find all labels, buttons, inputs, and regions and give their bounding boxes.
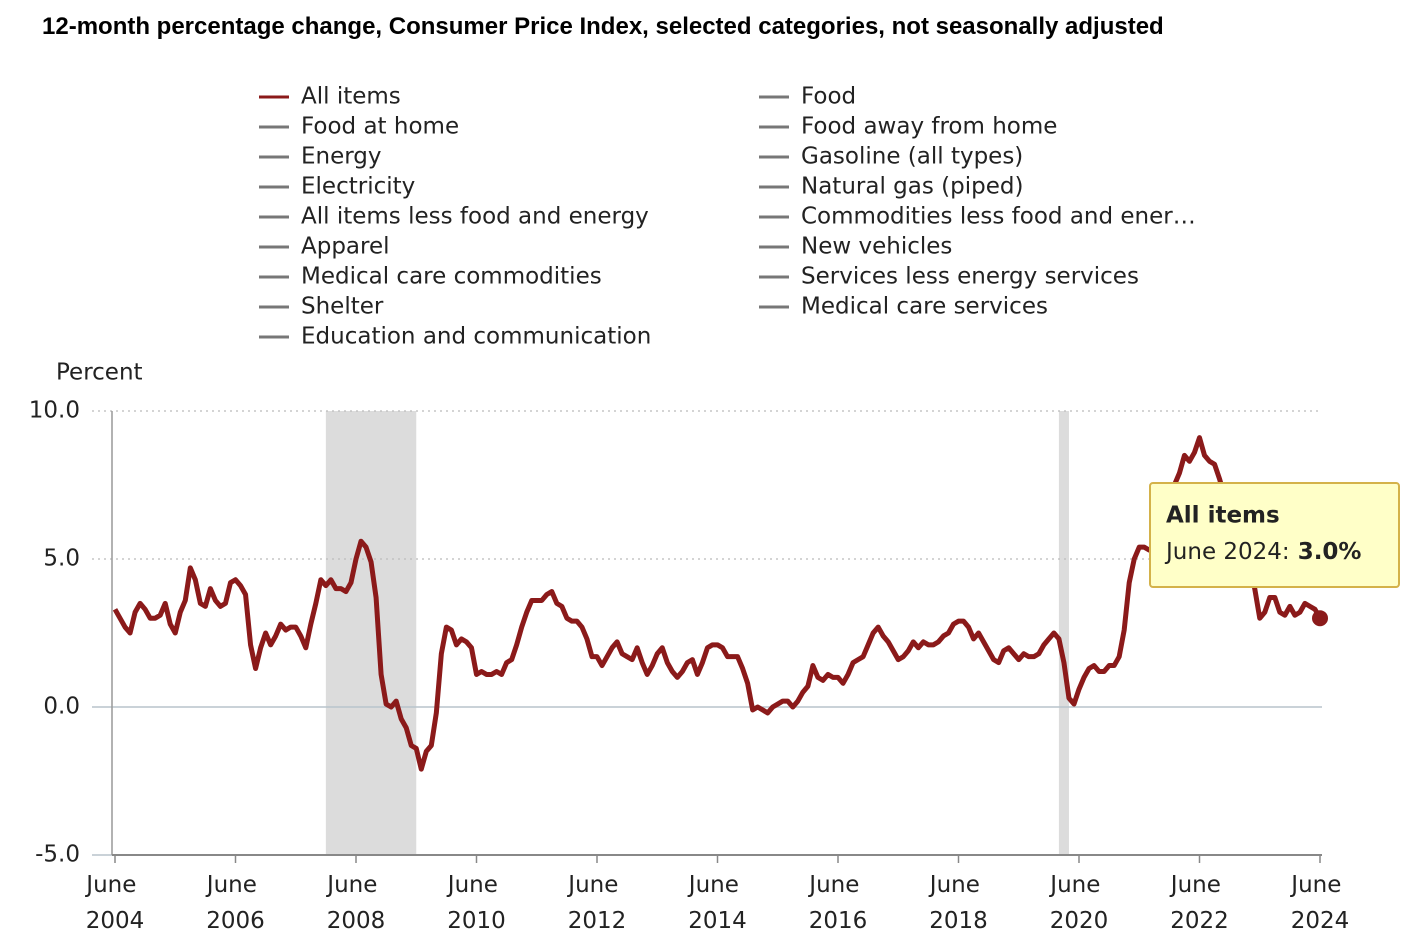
legend-item[interactable]: Commodities less food and ener… — [759, 204, 1196, 230]
legend-label: Commodities less food and ener… — [801, 204, 1196, 230]
tooltip-value-label: 3.0% — [1298, 539, 1362, 565]
legend-label: Medical care services — [801, 294, 1048, 320]
legend-label: Apparel — [301, 234, 390, 260]
legend-item[interactable]: All items less food and energy — [259, 204, 649, 230]
legend-label: New vehicles — [801, 234, 952, 260]
x-tick-label: June 2020 — [1048, 872, 1108, 934]
legend-item[interactable]: Natural gas (piped) — [759, 174, 1023, 200]
legend-label: Gasoline (all types) — [801, 144, 1023, 170]
data-line — [112, 435, 1323, 772]
x-tick-label: June 2016 — [807, 872, 867, 934]
legend-label: Food away from home — [801, 114, 1057, 140]
legend-item[interactable]: Shelter — [259, 294, 384, 320]
legend-item[interactable]: New vehicles — [759, 234, 952, 260]
legend-item[interactable]: Food — [759, 84, 856, 110]
y-tick-label: 0.0 — [43, 694, 80, 720]
legend-item[interactable]: Energy — [259, 144, 382, 170]
chart-title: 12-month percentage change, Consumer Pri… — [42, 13, 1164, 40]
recession-shade — [325, 411, 417, 855]
legend-label: Education and communication — [301, 324, 651, 350]
x-tick-label: June 2012 — [566, 872, 626, 934]
legend-label: All items less food and energy — [301, 204, 649, 230]
legend-item[interactable]: All items — [259, 84, 401, 110]
legend-label: Food at home — [301, 114, 459, 140]
legend-item[interactable]: Food at home — [259, 114, 459, 140]
y-tick-label: -5.0 — [35, 842, 80, 868]
recession-shade — [1058, 411, 1069, 855]
highlight-point — [1312, 610, 1328, 627]
x-tick-label: June 2006 — [205, 872, 265, 934]
legend-item[interactable]: Food away from home — [759, 114, 1057, 140]
y-tick-label: 10.0 — [29, 398, 80, 424]
tooltip-label: June 2024: — [1164, 539, 1290, 565]
legend-label: Medical care commodities — [301, 264, 602, 290]
x-tick-label: June 2022 — [1169, 872, 1229, 934]
legend-label: Electricity — [301, 174, 415, 200]
x-tick-label: June 2010 — [446, 872, 506, 934]
x-tick-label: June 2024 — [1289, 872, 1349, 934]
y-tick-label: 5.0 — [43, 546, 80, 572]
x-tick-label: June 2008 — [325, 872, 385, 934]
legend-label: Shelter — [301, 294, 384, 320]
x-tick-label: June 2014 — [687, 872, 747, 934]
tooltip-title: All items — [1166, 503, 1280, 529]
legend-item[interactable]: Apparel — [259, 234, 390, 260]
legend-label: Energy — [301, 144, 382, 170]
legend-item[interactable]: Services less energy services — [759, 264, 1139, 290]
legend-item[interactable]: Medical care services — [759, 294, 1048, 320]
legend-item[interactable]: Education and communication — [259, 324, 651, 350]
legend-item[interactable]: Medical care commodities — [259, 264, 602, 290]
legend-label: Services less energy services — [801, 264, 1139, 290]
legend-item[interactable]: Electricity — [259, 174, 415, 200]
legend-item[interactable]: Gasoline (all types) — [759, 144, 1023, 170]
legend-label: Food — [801, 84, 856, 110]
legend-label: All items — [301, 84, 401, 110]
x-tick-label: June 2004 — [84, 872, 144, 934]
legend-label: Natural gas (piped) — [801, 174, 1023, 200]
y-axis-label: Percent — [56, 360, 143, 386]
tooltip-box — [1149, 482, 1400, 588]
x-tick-label: June 2018 — [928, 872, 988, 934]
tooltip-value: June 2024: 3.0% — [1164, 539, 1361, 565]
